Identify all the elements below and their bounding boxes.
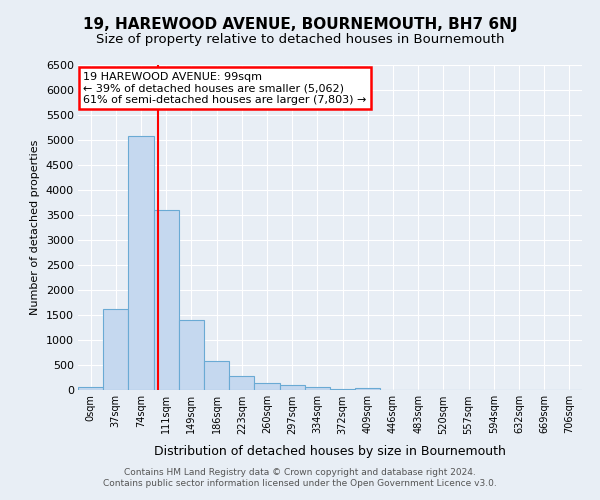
X-axis label: Distribution of detached houses by size in Bournemouth: Distribution of detached houses by size … bbox=[154, 445, 506, 458]
Bar bbox=[154, 210, 179, 390]
Bar bbox=[78, 387, 103, 390]
Bar bbox=[305, 386, 330, 390]
Text: 19 HAREWOOD AVENUE: 99sqm
← 39% of detached houses are smaller (5,062)
61% of se: 19 HAREWOOD AVENUE: 99sqm ← 39% of detac… bbox=[83, 72, 367, 104]
Text: Size of property relative to detached houses in Bournemouth: Size of property relative to detached ho… bbox=[96, 32, 504, 46]
Text: Contains HM Land Registry data © Crown copyright and database right 2024.
Contai: Contains HM Land Registry data © Crown c… bbox=[103, 468, 497, 487]
Bar bbox=[229, 376, 254, 390]
Bar bbox=[254, 382, 280, 390]
Y-axis label: Number of detached properties: Number of detached properties bbox=[30, 140, 40, 315]
Bar bbox=[128, 136, 154, 390]
Bar bbox=[330, 388, 355, 390]
Bar bbox=[355, 388, 380, 390]
Bar bbox=[103, 309, 128, 390]
Bar bbox=[280, 385, 305, 390]
Text: 19, HAREWOOD AVENUE, BOURNEMOUTH, BH7 6NJ: 19, HAREWOOD AVENUE, BOURNEMOUTH, BH7 6N… bbox=[83, 18, 517, 32]
Bar bbox=[204, 360, 229, 390]
Bar bbox=[179, 320, 204, 390]
